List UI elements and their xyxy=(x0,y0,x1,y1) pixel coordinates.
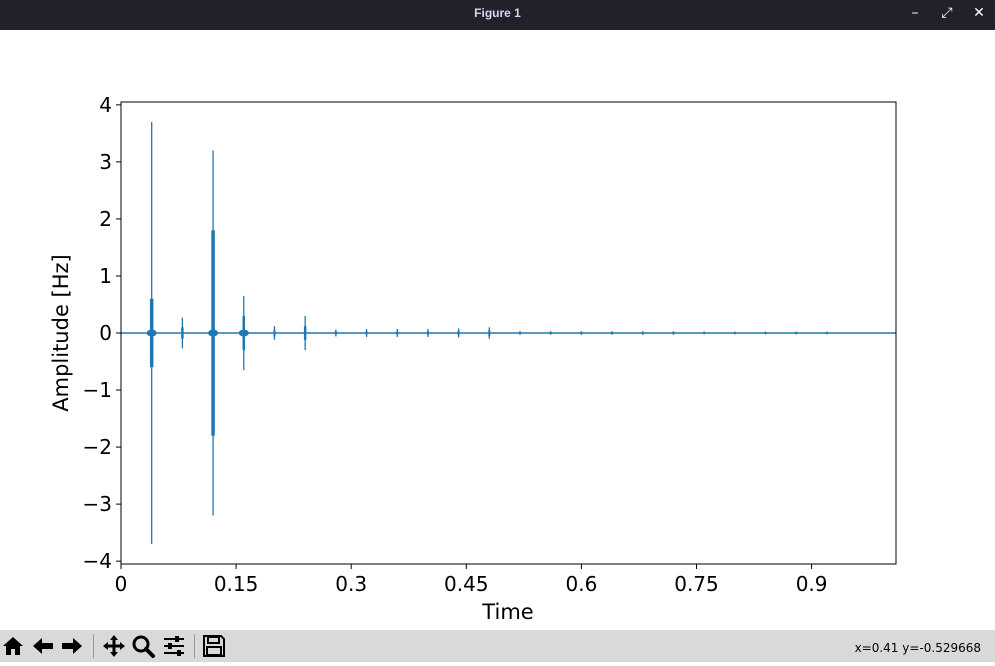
impulse-core xyxy=(273,329,276,337)
forward-button[interactable] xyxy=(59,633,85,659)
impulse-core xyxy=(733,332,736,334)
x-tick-label: 0 xyxy=(115,572,128,596)
impulse-core xyxy=(396,331,399,335)
x-axis-label: Time xyxy=(481,600,533,624)
impulse-core xyxy=(365,331,368,335)
impulse-core xyxy=(303,326,307,340)
y-tick-label: −4 xyxy=(83,549,112,573)
y-axis-label: Amplitude [Hz] xyxy=(49,254,73,412)
minimize-button[interactable]: – xyxy=(911,5,919,21)
zoom-icon xyxy=(132,635,155,658)
impulse-blob xyxy=(238,329,249,337)
impulse-core xyxy=(488,330,491,336)
x-tick-label: 0.15 xyxy=(214,572,259,596)
impulse-core xyxy=(795,332,798,334)
impulse-core xyxy=(764,332,767,334)
impulse-blob xyxy=(208,329,219,337)
x-tick-label: 0.3 xyxy=(335,572,367,596)
back-button[interactable] xyxy=(30,633,56,659)
impulse-blob xyxy=(146,329,157,337)
zoom-button[interactable] xyxy=(130,633,156,659)
cursor-coordinates: x=0.41 y=-0.529668 xyxy=(854,641,981,655)
y-tick-label: 1 xyxy=(99,264,112,288)
x-tick-label: 0.75 xyxy=(674,572,719,596)
y-tick-label: −1 xyxy=(83,378,112,402)
impulse-core xyxy=(641,331,644,335)
impulse-core xyxy=(457,330,460,336)
impulse-core xyxy=(825,332,828,334)
impulse-core xyxy=(426,331,429,335)
home-icon xyxy=(3,637,23,655)
toolbar-separator xyxy=(93,634,94,658)
y-tick-label: −3 xyxy=(83,492,112,516)
impulse-core xyxy=(334,331,337,335)
navigation-toolbar: x=0.41 y=-0.529668 xyxy=(0,630,995,662)
home-button[interactable] xyxy=(0,633,26,659)
impulse-core xyxy=(703,332,706,334)
impulse-core xyxy=(611,331,614,335)
impulse-core xyxy=(519,331,522,335)
save-button[interactable] xyxy=(201,633,227,659)
back-arrow-icon xyxy=(33,638,53,654)
y-tick-label: −2 xyxy=(83,435,112,459)
configure-subplots-icon xyxy=(164,636,184,656)
y-tick-label: 0 xyxy=(99,321,112,345)
impulse-core xyxy=(672,331,675,335)
maximize-button[interactable]: ⤢ xyxy=(941,5,953,21)
impulse-core xyxy=(181,327,184,339)
configure-subplots-button[interactable] xyxy=(161,633,187,659)
chart-canvas[interactable]: 0 0.15 0.3 0.45 0.6 0.75 0.9 4 3 2 1 0 −1 −2 −3 −4 Time… xyxy=(0,30,995,630)
x-tick-label: 0.6 xyxy=(565,572,597,596)
forward-arrow-icon xyxy=(62,638,82,654)
y-tick-label: 4 xyxy=(99,93,112,117)
x-tick-label: 0.9 xyxy=(796,572,828,596)
save-icon xyxy=(203,635,225,657)
y-tick-label: 2 xyxy=(99,207,112,231)
impulse-core xyxy=(580,331,583,335)
y-tick-label: 3 xyxy=(99,150,112,174)
pan-icon xyxy=(103,635,125,657)
x-tick-label: 0.45 xyxy=(444,572,489,596)
toolbar-separator xyxy=(194,634,195,658)
pan-button[interactable] xyxy=(101,633,127,659)
impulse-core xyxy=(549,331,552,335)
title-bar: Figure 1 – ⤢ ✕ xyxy=(0,0,995,30)
close-button[interactable]: ✕ xyxy=(973,5,985,21)
window-title: Figure 1 xyxy=(474,6,521,20)
series-signal xyxy=(121,121,896,545)
